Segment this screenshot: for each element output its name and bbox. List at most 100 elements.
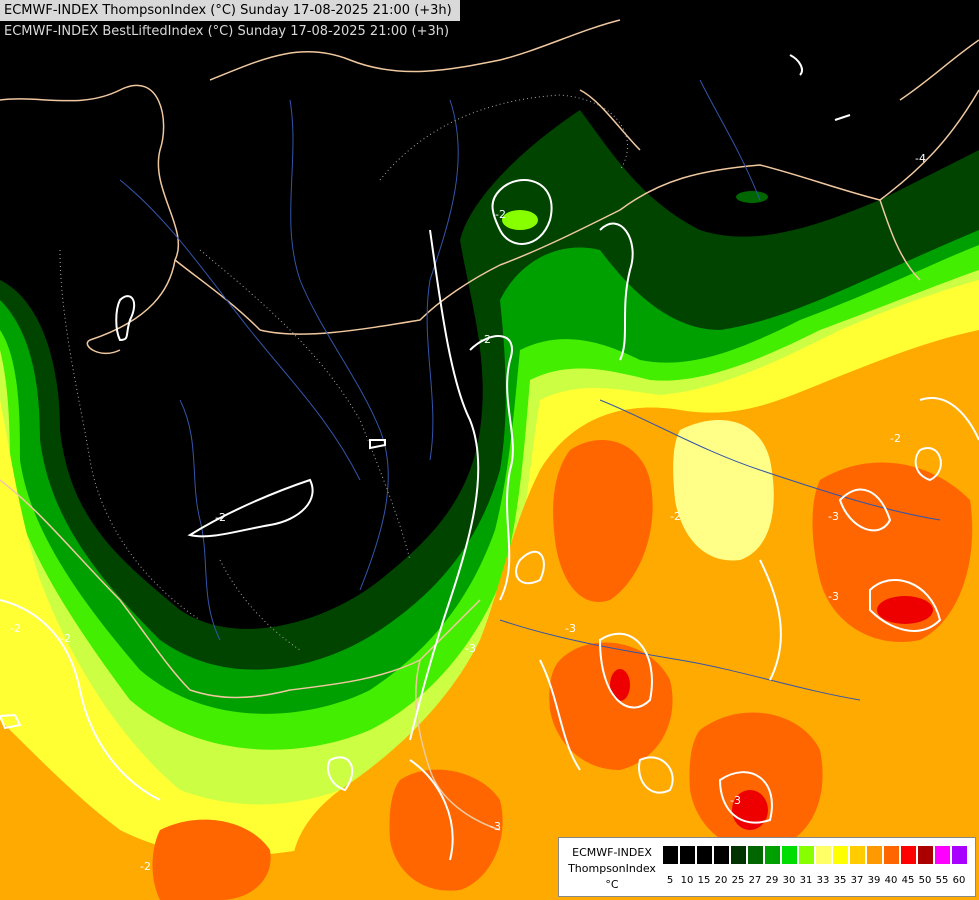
- fill-dark-green-west: [0, 110, 979, 783]
- legend-tick-label: 29: [765, 875, 779, 886]
- legend-swatch: [900, 845, 917, 865]
- legend-tick-label: 30: [782, 875, 796, 886]
- dotted-contour-b: [59, 249, 201, 621]
- border-f: [0, 479, 481, 699]
- contour-label: -2: [60, 632, 71, 645]
- contour-k: [638, 756, 674, 794]
- contour-label: -3: [565, 622, 576, 635]
- index-fill-layer: [0, 110, 979, 900]
- fill-green-cell-2: [502, 210, 538, 230]
- fill-dark-orange-c: [549, 642, 673, 770]
- legend-tick-label: 50: [918, 875, 932, 886]
- legend-tick-label: 39: [867, 875, 881, 886]
- contour-g: [0, 599, 161, 801]
- fill-green-cell: [736, 191, 768, 203]
- legend-tick-label: 35: [833, 875, 847, 886]
- legend-tick-label: 55: [935, 875, 949, 886]
- white-contours: [0, 54, 979, 861]
- river-c: [426, 99, 459, 461]
- fill-red-a: [877, 596, 933, 624]
- contour-label: -2: [480, 333, 491, 346]
- legend-swatch: [713, 845, 730, 865]
- contour-label: -2: [670, 510, 681, 523]
- legend-tick-label: 15: [697, 875, 711, 886]
- legend-swatch: [951, 845, 968, 865]
- header-title-line-1: ECMWF-INDEX ThompsonIndex (°C) Sunday 17…: [0, 0, 460, 21]
- legend-swatch: [866, 845, 883, 865]
- legend-swatch: [747, 845, 764, 865]
- contour-label: -3: [828, 590, 839, 603]
- legend-swatch: [815, 845, 832, 865]
- color-legend: ECMWF-INDEX ThompsonIndex °C 5 10 15 20 25 27…: [558, 837, 976, 897]
- contour-labels: -2 -2 -2 -3 -3 -2 -2 -3 -2 -3 -3 -4 -2 -…: [10, 152, 926, 873]
- legend-swatch: [883, 845, 900, 865]
- river-f: [179, 399, 221, 641]
- contour-h: [515, 550, 545, 585]
- contour-c: [409, 229, 480, 741]
- legend-swatch: [781, 845, 798, 865]
- border-g: [415, 659, 501, 831]
- header-title-line-2: ECMWF-INDEX BestLiftedIndex (°C) Sunday …: [0, 21, 460, 42]
- contour-r: [599, 222, 634, 361]
- river-e: [499, 619, 861, 701]
- legend-tick-label: 10: [680, 875, 694, 886]
- border-e: [579, 89, 641, 151]
- legend-swatch: [730, 845, 747, 865]
- contour-m: [327, 756, 354, 792]
- dotted-contour-a: [379, 94, 628, 181]
- contour-label: -2: [215, 511, 226, 524]
- legend-swatch: [662, 845, 679, 865]
- legend-param: ThompsonIndex: [568, 862, 656, 875]
- contour-label: -3: [730, 794, 741, 807]
- border-i: [879, 199, 921, 281]
- contour-q: [914, 447, 942, 482]
- contour-w: [834, 114, 851, 121]
- river-b: [119, 179, 361, 481]
- legend-swatch: [917, 845, 934, 865]
- contour-label: -2: [890, 432, 901, 445]
- contour-e: [838, 488, 892, 532]
- legend-swatch: [798, 845, 815, 865]
- fill-dark-orange-d: [689, 712, 823, 851]
- contour-t: [369, 439, 386, 450]
- contour-label: -4: [915, 152, 926, 165]
- legend-swatches: [662, 845, 968, 865]
- contour-i: [598, 632, 653, 709]
- contour-f: [869, 579, 942, 632]
- legend-tick-label: 45: [901, 875, 915, 886]
- fill-dark-orange-a: [553, 440, 653, 602]
- dotted-contours: [59, 94, 628, 651]
- legend-swatch: [679, 845, 696, 865]
- legend-tick-label: 40: [884, 875, 898, 886]
- contour-b: [469, 335, 514, 601]
- contour-label: -2: [140, 860, 151, 873]
- fill-orange-west: [0, 720, 300, 900]
- contour-j: [539, 659, 581, 771]
- contour-label: -2: [495, 208, 506, 221]
- legend-unit: °C: [605, 878, 619, 891]
- contour-s: [115, 295, 136, 342]
- border-a: [0, 84, 180, 355]
- contour-u: [0, 713, 22, 730]
- contour-l: [718, 771, 773, 824]
- contour-label: -3: [828, 510, 839, 523]
- river-a: [289, 99, 389, 591]
- contour-label: -2: [10, 622, 21, 635]
- legend-swatch: [696, 845, 713, 865]
- legend-swatch: [764, 845, 781, 865]
- legend-tick-label: 20: [714, 875, 728, 886]
- legend-tick-label: 60: [952, 875, 966, 886]
- legend-title: ECMWF-INDEX: [572, 846, 652, 859]
- border-b: [174, 259, 501, 335]
- legend-tick-label: 37: [850, 875, 864, 886]
- contour-n: [409, 759, 454, 861]
- river-g: [699, 79, 761, 201]
- contour-v: [789, 54, 803, 76]
- contour-label: -3: [490, 820, 501, 833]
- border-h: [899, 39, 979, 101]
- legend-tick-label: 27: [748, 875, 762, 886]
- fill-red-b: [610, 669, 630, 701]
- legend-tick-label: 31: [799, 875, 813, 886]
- fill-light-yellow: [673, 420, 774, 561]
